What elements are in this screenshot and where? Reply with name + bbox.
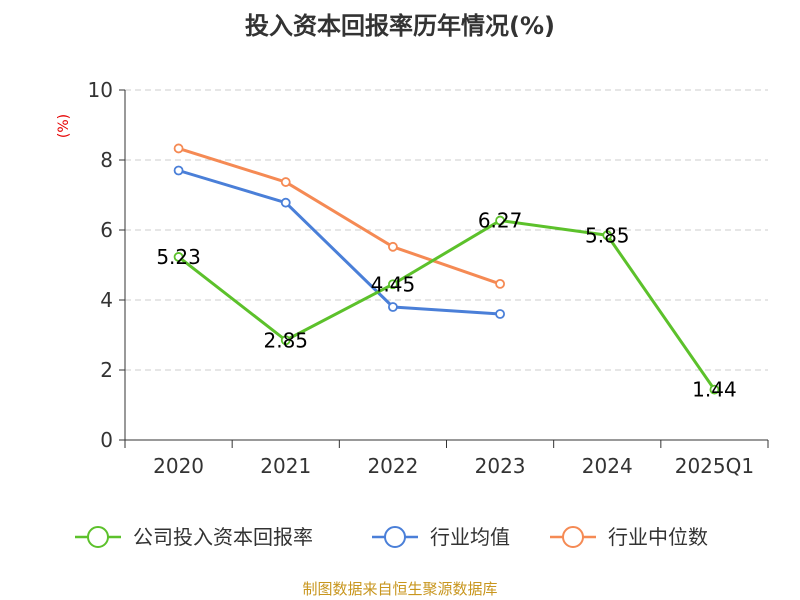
data-label: 2.85 [263,328,308,352]
y-tick-label: 0 [100,428,113,452]
data-label: 5.85 [585,223,630,247]
x-tick-label: 2022 [367,454,418,478]
data-label: 4.45 [371,272,416,296]
chart-title: 投入资本回报率历年情况(%) [245,12,555,40]
data-point[interactable] [602,230,613,241]
data-point[interactable] [280,177,291,187]
data-point[interactable] [280,197,291,208]
y-tick-label: 8 [100,148,113,172]
x-tick-label: 2020 [153,454,204,478]
x-tick-label: 2025Q1 [675,454,754,478]
legend-label: 公司投入资本回报率 [133,525,313,549]
y-tick-label: 10 [88,78,113,102]
legend-item[interactable]: 行业均值 [372,525,510,549]
data-labels: 5.23 2.85 4.45 6.27 5.85 1.44 [156,209,736,402]
series-line [178,169,501,316]
data-point[interactable] [709,384,720,395]
data-point[interactable] [280,335,291,346]
legend-marker [562,526,584,548]
data-point[interactable] [173,143,184,154]
data-point[interactable] [495,278,505,289]
data-point[interactable] [495,215,505,226]
legend-marker [87,526,109,548]
data-label: 1.44 [692,378,737,402]
y-tick-label: 6 [100,218,113,242]
series-line [178,147,501,286]
y-tick-label: 2 [100,358,113,382]
legend-label: 行业中位数 [608,525,708,549]
grid-lines [125,89,768,371]
source-note: 制图数据来自恒生聚源数据库 [302,580,497,598]
legend-marker [384,526,406,548]
data-point[interactable] [388,302,398,312]
series-lines [177,147,716,391]
data-point[interactable] [495,309,505,319]
y-axis-unit-label: (%) [56,114,72,138]
data-point[interactable] [388,279,398,290]
legend-item[interactable]: 公司投入资本回报率 [75,525,313,549]
y-tick-label: 4 [100,288,113,312]
legend-label: 行业均值 [430,525,510,549]
legend-item[interactable]: 行业中位数 [550,525,708,549]
data-label: 6.27 [478,209,523,233]
x-tick-label: 2024 [582,454,633,478]
data-point[interactable] [173,252,184,262]
series-line [177,219,716,391]
x-tick-label: 2023 [475,454,526,478]
series-points [173,143,720,395]
data-point[interactable] [173,165,184,176]
data-point[interactable] [388,241,398,252]
axes: 0 2 4 6 8 10 2020 2021 2022 2023 2024 2025Q1 [88,78,769,478]
x-tick-label: 2021 [260,454,311,478]
legend[interactable]: 公司投入资本回报率 行业均值 行业中位数 [75,525,708,549]
data-label: 5.23 [156,245,201,269]
